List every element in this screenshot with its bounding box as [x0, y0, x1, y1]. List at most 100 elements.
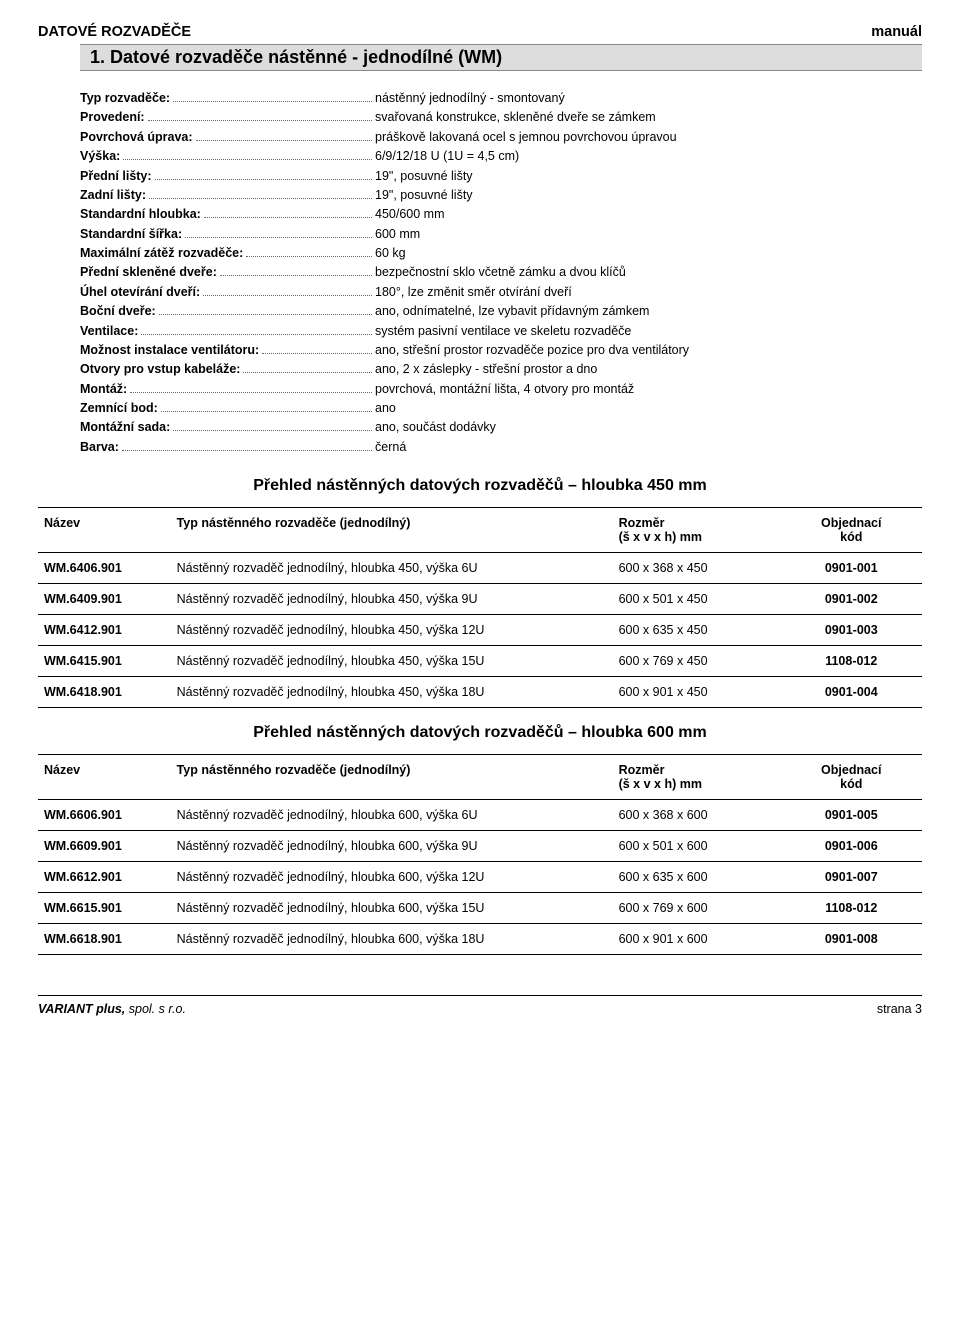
- table-row: WM.6609.901Nástěnný rozvaděč jednodílný,…: [38, 831, 922, 862]
- spec-label: Montážní sada:: [80, 418, 170, 437]
- spec-value: 180°, lze změnit směr otvírání dveří: [375, 283, 922, 302]
- cell-name: WM.6609.901: [38, 831, 171, 862]
- spec-value: černá: [375, 438, 922, 457]
- section-title: 1. Datové rozvaděče nástěnné - jednodíln…: [90, 47, 912, 68]
- spec-value: ano: [375, 399, 922, 418]
- spec-leader-dots: [220, 275, 372, 276]
- cell-type: Nástěnný rozvaděč jednodílný, hloubka 60…: [171, 831, 613, 862]
- cell-code: 1108-012: [781, 646, 922, 677]
- spec-row: Boční dveře:ano, odnímatelné, lze vybavi…: [80, 302, 922, 321]
- spec-leader-dots: [173, 101, 372, 102]
- table-row: WM.6418.901Nástěnný rozvaděč jednodílný,…: [38, 677, 922, 708]
- cell-dim: 600 x 501 x 450: [613, 584, 781, 615]
- spec-leader-dots: [203, 295, 372, 296]
- spec-row: Možnost instalace ventilátoru:ano, střeš…: [80, 341, 922, 360]
- spec-leader-dots: [204, 217, 372, 218]
- cell-code: 0901-007: [781, 862, 922, 893]
- spec-label: Zemnící bod:: [80, 399, 158, 418]
- spec-value: nástěnný jednodílný - smontovaný: [375, 89, 922, 108]
- spec-leader-dots: [246, 256, 372, 257]
- spec-label: Výška:: [80, 147, 120, 166]
- cell-name: WM.6415.901: [38, 646, 171, 677]
- cell-name: WM.6618.901: [38, 924, 171, 955]
- cell-code: 0901-003: [781, 615, 922, 646]
- table-header-row: NázevTyp nástěnného rozvaděče (jednodíln…: [38, 508, 922, 553]
- spec-leader-dots: [122, 450, 372, 451]
- spec-label: Ventilace:: [80, 322, 138, 341]
- spec-value: ano, odnímatelné, lze vybavit přídavným …: [375, 302, 922, 321]
- cell-name: WM.6615.901: [38, 893, 171, 924]
- spec-value: ano, součást dodávky: [375, 418, 922, 437]
- table-row: WM.6606.901Nástěnný rozvaděč jednodílný,…: [38, 800, 922, 831]
- spec-row: Ventilace: systém pasivní ventilace ve sk…: [80, 322, 922, 341]
- spec-leader-dots: [196, 140, 372, 141]
- spec-value: svařovaná konstrukce, skleněné dveře se …: [375, 108, 922, 127]
- cell-code: 0901-001: [781, 553, 922, 584]
- spec-leader-dots: [141, 334, 372, 335]
- col-header-code: Objednacíkód: [781, 755, 922, 800]
- spec-leader-dots: [262, 353, 372, 354]
- spec-label: Otvory pro vstup kabeláže:: [80, 360, 240, 379]
- spec-value: bezpečnostní sklo včetně zámku a dvou kl…: [375, 263, 922, 282]
- header-left: DATOVÉ ROZVADĚČE: [38, 24, 191, 40]
- cell-code: 0901-004: [781, 677, 922, 708]
- cell-dim: 600 x 901 x 600: [613, 924, 781, 955]
- cell-name: WM.6606.901: [38, 800, 171, 831]
- spec-label: Přední skleněné dveře:: [80, 263, 217, 282]
- spec-leader-dots: [123, 159, 372, 160]
- table-row: WM.6412.901Nástěnný rozvaděč jednodílný,…: [38, 615, 922, 646]
- footer-page: strana 3: [877, 1002, 922, 1016]
- spec-label: Standardní šířka:: [80, 225, 182, 244]
- spec-row: Maximální zátěž rozvaděče:60 kg: [80, 244, 922, 263]
- cell-type: Nástěnný rozvaděč jednodílný, hloubka 45…: [171, 584, 613, 615]
- spec-label: Provedení:: [80, 108, 145, 127]
- cell-dim: 600 x 368 x 600: [613, 800, 781, 831]
- col-header-code: Objednacíkód: [781, 508, 922, 553]
- page-header: DATOVÉ ROZVADĚČE manuál: [38, 24, 922, 40]
- spec-label: Povrchová úprava:: [80, 128, 193, 147]
- table-header-row: NázevTyp nástěnného rozvaděče (jednodíln…: [38, 755, 922, 800]
- cell-name: WM.6418.901: [38, 677, 171, 708]
- col-header-type: Typ nástěnného rozvaděče (jednodílný): [171, 508, 613, 553]
- col-header-type: Typ nástěnného rozvaděče (jednodílný): [171, 755, 613, 800]
- cell-name: WM.6406.901: [38, 553, 171, 584]
- spec-row: Barva:černá: [80, 438, 922, 457]
- spec-value: 19", posuvné lišty: [375, 186, 922, 205]
- table-row: WM.6409.901Nástěnný rozvaděč jednodílný,…: [38, 584, 922, 615]
- cell-type: Nástěnný rozvaděč jednodílný, hloubka 60…: [171, 862, 613, 893]
- spec-leader-dots: [130, 392, 372, 393]
- spec-value: systém pasivní ventilace ve skeletu rozv…: [375, 322, 922, 341]
- cell-dim: 600 x 368 x 450: [613, 553, 781, 584]
- footer-company-rest: spol. s r.o.: [125, 1002, 186, 1016]
- spec-row: Montáž:povrchová, montážní lišta, 4 otvo…: [80, 380, 922, 399]
- spec-value: 19", posuvné lišty: [375, 167, 922, 186]
- spec-row: Standardní šířka:600 mm: [80, 225, 922, 244]
- cell-type: Nástěnný rozvaděč jednodílný, hloubka 45…: [171, 615, 613, 646]
- product-table-600: NázevTyp nástěnného rozvaděče (jednodíln…: [38, 754, 922, 955]
- spec-value: 6/9/12/18 U (1U = 4,5 cm): [375, 147, 922, 166]
- col-header-name: Název: [38, 755, 171, 800]
- spec-label: Přední lišty:: [80, 167, 152, 186]
- cell-type: Nástěnný rozvaděč jednodílný, hloubka 45…: [171, 677, 613, 708]
- spec-leader-dots: [159, 314, 372, 315]
- spec-row: Povrchová úprava:práškově lakovaná ocel …: [80, 128, 922, 147]
- spec-block: Typ rozvaděče:nástěnný jednodílný - smon…: [80, 89, 922, 457]
- spec-leader-dots: [243, 372, 372, 373]
- cell-code: 0901-008: [781, 924, 922, 955]
- cell-code: 0901-006: [781, 831, 922, 862]
- spec-row: Výška: 6/9/12/18 U (1U = 4,5 cm): [80, 147, 922, 166]
- cell-name: WM.6409.901: [38, 584, 171, 615]
- cell-dim: 600 x 769 x 600: [613, 893, 781, 924]
- spec-leader-dots: [155, 179, 372, 180]
- section-title-bar: 1. Datové rozvaděče nástěnné - jednodíln…: [80, 44, 922, 71]
- spec-value: povrchová, montážní lišta, 4 otvory pro …: [375, 380, 922, 399]
- spec-label: Úhel otevírání dveří:: [80, 283, 200, 302]
- footer-company: VARIANT plus, spol. s r.o.: [38, 1002, 186, 1016]
- spec-leader-dots: [185, 237, 372, 238]
- spec-leader-dots: [148, 120, 372, 121]
- product-table-450: NázevTyp nástěnného rozvaděče (jednodíln…: [38, 507, 922, 708]
- spec-row: Zadní lišty:19", posuvné lišty: [80, 186, 922, 205]
- cell-dim: 600 x 635 x 600: [613, 862, 781, 893]
- spec-label: Maximální zátěž rozvaděče:: [80, 244, 243, 263]
- cell-type: Nástěnný rozvaděč jednodílný, hloubka 45…: [171, 646, 613, 677]
